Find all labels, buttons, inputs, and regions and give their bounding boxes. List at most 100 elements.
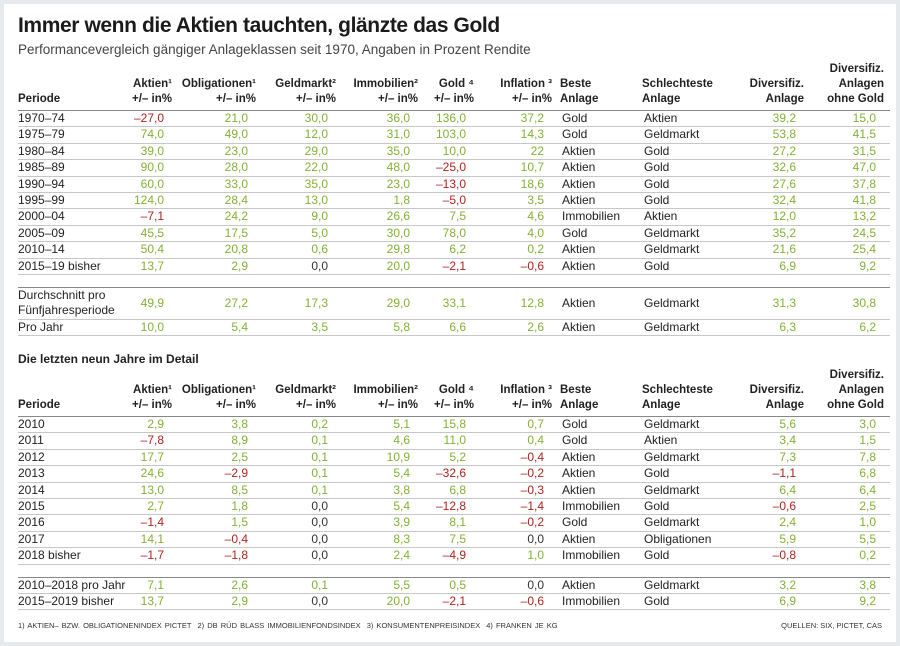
value: 10,0	[140, 319, 164, 334]
cell: 12,0	[740, 208, 810, 226]
cell: 2,7	[122, 498, 178, 516]
cell: 3,8	[178, 416, 262, 434]
cell: 5,5	[810, 531, 890, 549]
cell: 2017	[18, 531, 122, 549]
value: 20,0	[386, 594, 410, 609]
cell: Gold	[640, 498, 740, 516]
cell: –7,1	[122, 208, 178, 226]
cell: Geldmarkt	[640, 482, 740, 500]
cell: Durchschnitt pro Fünfjahresperiode	[18, 287, 122, 320]
value: 5,6	[779, 417, 796, 431]
cell: 36,0	[342, 110, 424, 128]
value: 0,0	[311, 594, 328, 609]
cell: 29,0	[342, 287, 424, 320]
value: 15,8	[442, 417, 466, 431]
value: –0,6	[520, 258, 544, 273]
header-line: Diversifiz.	[749, 78, 804, 90]
cell: Geldmarkt	[640, 319, 740, 337]
value: 0,2	[859, 548, 876, 563]
section-title: Die letzten neun Jahre im Detail	[18, 352, 199, 366]
cell: 35,0	[262, 176, 342, 194]
value: 78,0	[442, 225, 466, 240]
value: 0,1	[311, 482, 328, 497]
cell: 0,0	[262, 498, 342, 516]
cell: Obligationen	[640, 531, 740, 549]
row: 2017 14,1 –0,4 0,0 8,3 7,5 0,0 Aktien Obligation…	[18, 531, 890, 549]
cell: 1985–89	[18, 159, 122, 177]
column-header: Aktien¹ +/– in%	[122, 62, 178, 111]
value: 0,4	[527, 433, 544, 448]
cell-text: Immobilien	[562, 594, 621, 609]
cell: 2,6	[480, 319, 558, 337]
value: 37,2	[520, 111, 544, 125]
value: 4,0	[527, 225, 544, 240]
cell-text: Gold	[644, 258, 670, 273]
cell: Gold	[640, 176, 740, 194]
value: 13,2	[852, 209, 876, 224]
footnote: 2) DB RÜD BLASS IMMOBILIENFONDSINDEX	[197, 621, 361, 630]
cell-text: Gold	[644, 143, 670, 158]
value: –0,6	[772, 499, 796, 514]
cell-text: 1995–99	[18, 193, 65, 208]
cell: 0,0	[262, 258, 342, 276]
cell: 24,2	[178, 208, 262, 226]
cell: 1,5	[810, 432, 890, 450]
cell: 33,1	[424, 287, 480, 320]
value: 0,5	[449, 577, 466, 592]
cell: 0,5	[424, 577, 480, 595]
value: 30,0	[386, 225, 410, 240]
cell: 4,6	[480, 208, 558, 226]
cell: 2,6	[178, 577, 262, 595]
cell: 0,0	[480, 531, 558, 549]
cell-text: Geldmarkt	[644, 242, 700, 257]
cell: 0,0	[262, 514, 342, 532]
cell: –25,0	[424, 159, 480, 177]
value: 124,0	[133, 193, 164, 208]
value: 0,0	[311, 258, 328, 273]
cell: 5,9	[740, 531, 810, 549]
cell: 2000–04	[18, 208, 122, 226]
cell-text: Aktien	[562, 176, 596, 191]
cell: 2011	[18, 432, 122, 450]
cell: Gold	[640, 465, 740, 483]
value: 2,4	[779, 515, 796, 530]
value: 0,1	[311, 466, 328, 481]
cell: 0,0	[262, 547, 342, 565]
cell: 8,9	[178, 432, 262, 450]
table-body: 2010 2,9 3,8 0,2 5,1 15,8 0,7 Gold Geldmarkt 5,6 3…	[18, 416, 890, 611]
value: –2,1	[442, 594, 466, 609]
value: 2,4	[393, 548, 410, 563]
cell-text: Aktien	[562, 531, 596, 546]
value: 6,8	[859, 466, 876, 481]
header-line: +/– in%	[512, 93, 552, 105]
cell: 2014	[18, 482, 122, 500]
cell: 2,4	[342, 547, 424, 565]
column-header: Schlechteste Anlage	[640, 368, 740, 417]
value: 5,4	[393, 499, 410, 514]
cell: 6,9	[740, 258, 810, 276]
cell: Geldmarkt	[640, 126, 740, 144]
cell-text: Geldmarkt	[644, 295, 700, 310]
cell: –27,0	[122, 110, 178, 128]
cell-text: 2010–14	[18, 242, 65, 257]
cell: 31,0	[342, 126, 424, 144]
value: 1,5	[859, 433, 876, 448]
header-line: Obligationen¹	[181, 78, 256, 90]
value: 7,8	[859, 449, 876, 464]
value: 90,0	[140, 160, 164, 175]
cell: Gold	[558, 416, 640, 434]
cell: 23,0	[178, 143, 262, 161]
cell: 6,4	[740, 482, 810, 500]
cell-text: Immobilien	[562, 209, 621, 224]
cell: –2,1	[424, 258, 480, 276]
value: –1,1	[772, 466, 796, 481]
cell: 39,0	[122, 143, 178, 161]
value: 14,1	[140, 531, 164, 546]
summary-row: 2015–2019 bisher 13,7 2,9 0,0 20,0 –2,1 –0,6 Im…	[18, 593, 890, 611]
cell: 47,0	[810, 159, 890, 177]
value: –1,4	[140, 515, 164, 530]
header-line: Periode	[18, 93, 61, 105]
cell-text: 2012	[18, 449, 45, 464]
header-line: Immobilien²	[353, 384, 418, 396]
value: 8,1	[449, 515, 466, 530]
